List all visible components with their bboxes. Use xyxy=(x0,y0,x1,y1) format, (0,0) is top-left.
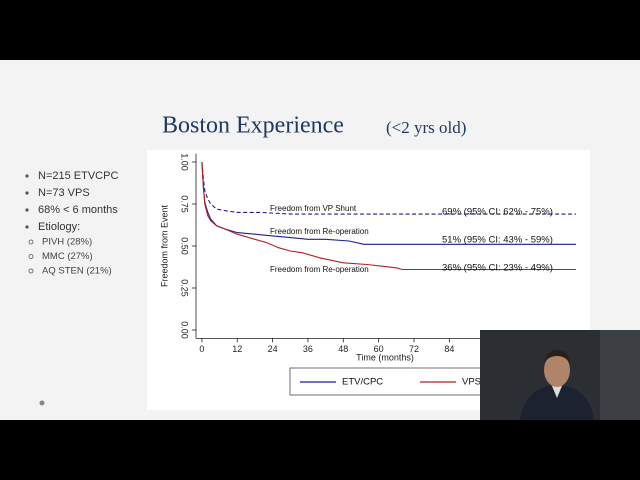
bullet-text: N=73 VPS xyxy=(38,187,90,199)
webcam-person-head xyxy=(544,353,570,387)
annotation: Freedom from Re-operation xyxy=(270,227,369,236)
x-tick-label: 72 xyxy=(409,344,419,354)
sub-bullet-text: AQ STEN (21%) xyxy=(42,266,112,277)
legend-label: VPS xyxy=(462,377,481,388)
webcam xyxy=(480,330,640,420)
x-tick-label: 12 xyxy=(232,344,242,354)
webcam-person-body xyxy=(520,386,594,420)
y-axis-label: Freedom from Event xyxy=(159,204,169,287)
x-tick-label: 60 xyxy=(374,344,384,354)
bullet-dot xyxy=(25,174,29,178)
sub-bullet-text: PIVH (28%) xyxy=(42,237,92,248)
slide-marker xyxy=(39,400,45,406)
legend-label: ETV/CPC xyxy=(342,377,383,388)
x-tick-label: 84 xyxy=(444,344,454,354)
bullet-text: Etiology: xyxy=(38,221,80,233)
bullet-dot xyxy=(25,208,29,212)
x-tick-label: 0 xyxy=(199,344,204,354)
annotation: Freedom from Re-operation xyxy=(270,265,369,274)
series-line xyxy=(201,161,576,245)
y-tick-label: 0.75 xyxy=(180,195,190,213)
sub-bullet-text: MMC (27%) xyxy=(42,251,93,262)
annotation: Freedom from VP Shunt xyxy=(270,204,357,213)
sub-bullet-dot xyxy=(28,268,34,274)
annotation: 36% (95% CI: 23% - 49%) xyxy=(442,263,553,274)
y-tick-label: 0.50 xyxy=(180,237,190,255)
x-tick-label: 24 xyxy=(268,344,278,354)
bullet-dot xyxy=(25,225,29,229)
x-tick-label: 48 xyxy=(338,344,348,354)
bullet-text: N=215 ETVCPC xyxy=(38,170,118,182)
shunt-curve xyxy=(201,161,576,215)
series-line xyxy=(201,161,576,271)
webcam-person-hair xyxy=(544,350,570,364)
y-tick-label: 1.00 xyxy=(180,153,190,171)
annotation: 69% (95% CI: 62% - 75%) xyxy=(442,207,553,218)
bullet-text: 68% < 6 months xyxy=(38,204,118,216)
x-tick-label: 36 xyxy=(303,344,313,354)
sub-bullet-dot xyxy=(28,254,34,259)
webcam-person-collar xyxy=(552,386,562,398)
webcam-wall xyxy=(600,330,640,420)
annotation: 51% (95% CI: 43% - 59%) xyxy=(442,235,553,246)
sub-bullet-dot xyxy=(28,239,34,245)
y-tick-label: 0.00 xyxy=(180,321,190,339)
slide-title: Boston Experience xyxy=(162,113,344,139)
x-axis-label: Time (months) xyxy=(356,352,414,362)
slide-subtitle: (<2 yrs old) xyxy=(386,118,466,137)
y-tick-label: 0.25 xyxy=(180,279,190,297)
bullet-dot xyxy=(25,191,29,195)
